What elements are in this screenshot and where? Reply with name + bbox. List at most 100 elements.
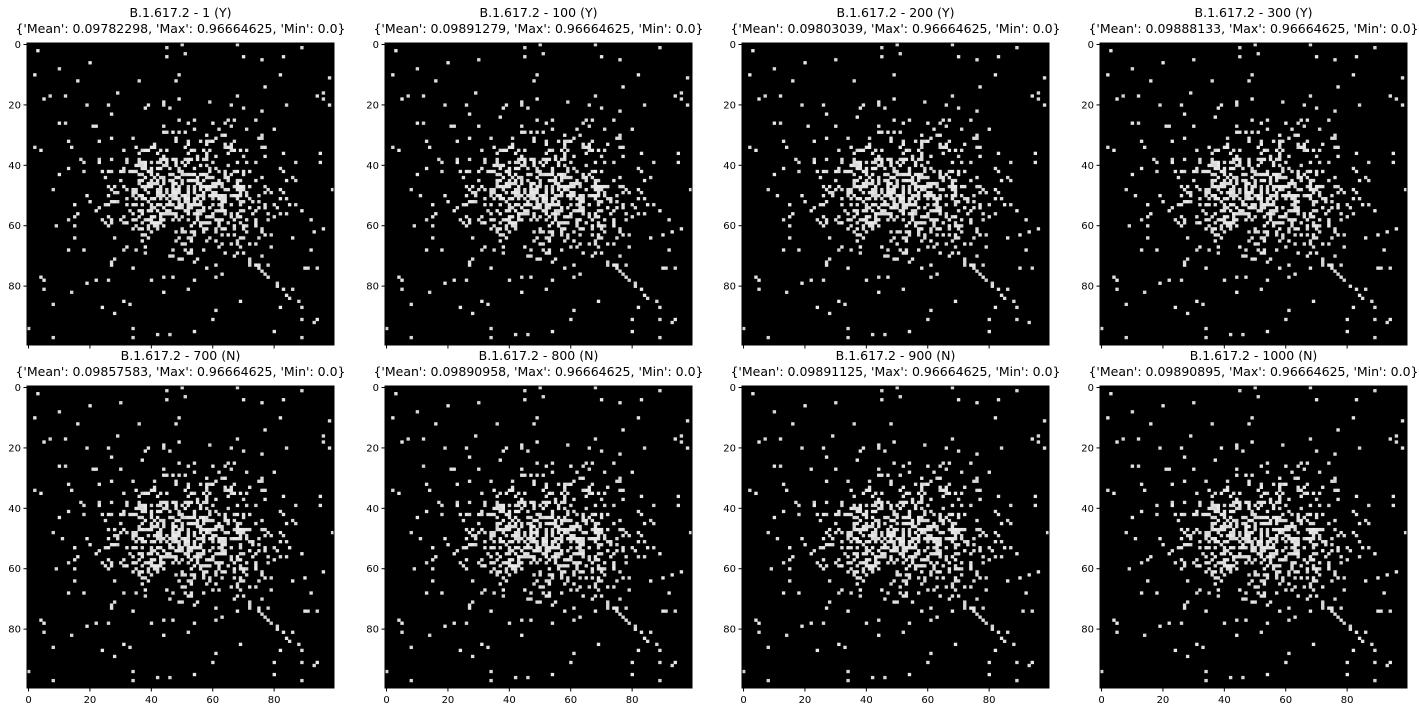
heatmap-cell xyxy=(874,194,878,198)
heatmap-cell xyxy=(1357,293,1362,297)
heatmap-cell xyxy=(892,527,896,532)
heatmap-cell xyxy=(861,200,866,204)
heatmap-cell xyxy=(260,254,264,258)
heatmap-cell xyxy=(886,275,890,279)
heatmap-cell xyxy=(602,160,607,165)
heatmap-cell xyxy=(1287,230,1291,234)
heatmap-cell xyxy=(953,236,958,240)
heatmap-cell xyxy=(495,552,499,556)
heatmap-cell xyxy=(152,215,157,219)
heatmap-cell xyxy=(186,194,191,198)
heatmap-cell xyxy=(916,540,921,544)
heatmap-cell xyxy=(409,302,413,307)
heatmap-cell xyxy=(575,203,579,207)
heatmap-cell xyxy=(183,52,187,56)
heatmap-cell xyxy=(1247,206,1251,210)
heatmap-cell xyxy=(1265,197,1270,201)
heatmap-cell xyxy=(870,194,875,198)
heatmap-cell xyxy=(781,248,786,252)
heatmap-cell xyxy=(523,473,527,477)
heatmap-cell xyxy=(266,212,270,216)
heatmap-cell xyxy=(486,552,490,556)
heatmap-cell xyxy=(1222,160,1227,165)
heatmap-cell xyxy=(883,178,887,183)
heatmap-cell xyxy=(248,184,252,189)
heatmap-cell xyxy=(550,530,555,535)
heatmap-cell xyxy=(938,145,942,149)
heatmap-cell xyxy=(559,157,564,162)
heatmap-cell xyxy=(192,127,197,131)
heatmap-cell xyxy=(146,218,151,222)
heatmap-cell xyxy=(867,485,872,489)
heatmap-cell xyxy=(137,573,141,577)
heatmap-cell xyxy=(990,284,995,288)
heatmap-cell xyxy=(1222,230,1227,234)
heatmap-cell xyxy=(996,151,1001,156)
heatmap-cell xyxy=(1278,139,1282,143)
heatmap-cell xyxy=(284,636,289,640)
heatmap-cell xyxy=(208,491,212,496)
heatmap-cell xyxy=(201,197,206,201)
heatmap-cell xyxy=(278,509,283,514)
heatmap-cell xyxy=(581,206,585,210)
heatmap-cell xyxy=(929,181,933,186)
heatmap-cell xyxy=(929,308,933,313)
heatmap-cell xyxy=(532,537,536,541)
heatmap-cell xyxy=(673,317,677,322)
heatmap-cell xyxy=(266,187,270,192)
heatmap-cell xyxy=(1232,215,1236,219)
heatmap-cell xyxy=(1136,121,1141,125)
heatmap-cell xyxy=(162,446,166,450)
heatmap-cell xyxy=(1293,194,1297,198)
heatmap-cell xyxy=(870,521,875,526)
heatmap-cell xyxy=(627,576,631,580)
y-tick-label: 40 xyxy=(1081,161,1094,172)
heatmap-cell xyxy=(504,184,509,189)
heatmap-cell xyxy=(1210,163,1214,168)
heatmap-cell xyxy=(1336,145,1340,149)
heatmap-cell xyxy=(517,491,521,496)
heatmap-cell xyxy=(248,606,252,610)
heatmap-cell xyxy=(137,494,141,499)
heatmap-cell xyxy=(593,184,598,189)
heatmap-cell xyxy=(27,669,31,674)
heatmap-cell xyxy=(852,163,856,168)
heatmap-cell xyxy=(125,503,129,508)
heatmap-cell xyxy=(232,233,237,237)
heatmap-cell xyxy=(529,515,533,520)
heatmap-cell xyxy=(1253,194,1257,198)
heatmap-cell xyxy=(901,206,906,210)
heatmap-cell xyxy=(1364,175,1368,180)
heatmap-cell xyxy=(559,148,564,153)
heatmap-cell xyxy=(953,533,958,538)
heatmap-cell xyxy=(198,552,203,556)
heatmap-cell xyxy=(837,148,841,153)
heatmap-cell xyxy=(1265,278,1270,282)
heatmap-cell xyxy=(1167,124,1171,128)
heatmap-cell xyxy=(177,546,181,550)
heatmap-cell xyxy=(192,148,197,153)
heatmap-cell xyxy=(1265,329,1270,334)
heatmap-cell xyxy=(849,530,853,535)
heatmap-cell xyxy=(864,549,869,553)
heatmap-cell xyxy=(880,130,884,134)
heatmap-cell xyxy=(235,609,240,613)
heatmap-cell xyxy=(590,491,595,496)
heatmap-cell xyxy=(993,416,998,420)
heatmap-cell xyxy=(831,537,835,541)
heatmap-cell xyxy=(553,555,558,559)
heatmap-cell xyxy=(852,537,856,541)
heatmap-cell xyxy=(535,440,539,444)
heatmap-cell xyxy=(1235,290,1239,294)
heatmap-cell xyxy=(1232,203,1236,207)
heatmap-cell xyxy=(513,533,518,538)
heatmap-cell xyxy=(639,190,644,195)
heatmap-cell xyxy=(852,79,856,83)
heatmap-cell xyxy=(1232,212,1236,216)
heatmap-cell xyxy=(941,494,945,499)
heatmap-cell xyxy=(824,512,829,517)
heatmap-cell xyxy=(409,678,413,683)
heatmap-cell xyxy=(208,100,212,104)
heatmap-cell xyxy=(1311,236,1316,240)
heatmap-cell xyxy=(602,184,607,189)
